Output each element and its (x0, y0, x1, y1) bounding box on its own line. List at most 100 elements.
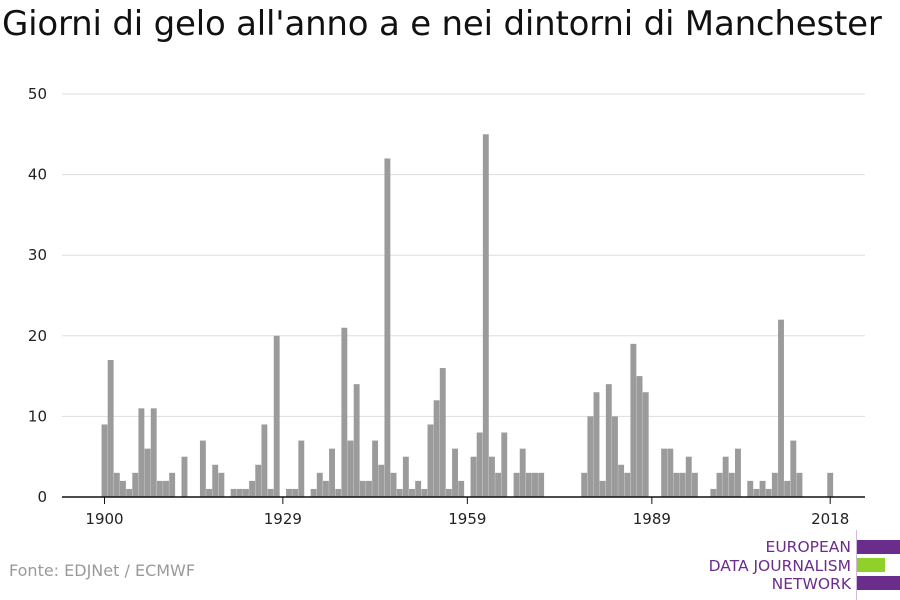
logo-bar-purple-bottom (857, 576, 900, 590)
bar-1988 (642, 392, 649, 497)
x-tick-label: 1989 (633, 510, 671, 528)
bar-1965 (501, 432, 508, 497)
logo-line-3: NETWORK (771, 575, 851, 593)
bar-1999 (710, 488, 717, 497)
bar-1970 (532, 472, 538, 497)
bar-1905 (132, 472, 139, 497)
bar-2006 (753, 488, 760, 497)
y-tick-label: 40 (28, 166, 47, 184)
bar-1934 (310, 488, 317, 497)
bar-1987 (636, 376, 643, 497)
bar-2007 (759, 480, 766, 497)
bar-1968 (519, 448, 526, 497)
bar-1946 (384, 158, 391, 498)
bar-1964 (495, 472, 502, 497)
bar-1922 (236, 488, 243, 497)
bar-2013 (796, 472, 803, 497)
bar-1981 (599, 480, 606, 497)
logo-text: EUROPEAN DATA JOURNALISM NETWORK (709, 538, 851, 594)
bar-2010 (778, 319, 784, 497)
bar-1962 (482, 134, 489, 498)
chart-title: Giorni di gelo all'anno a e nei dintorni… (2, 4, 882, 44)
logo-bar-green (857, 558, 885, 572)
edjnet-logo: EUROPEAN DATA JOURNALISM NETWORK (700, 530, 900, 600)
bar-1938 (335, 488, 342, 497)
bar-1996 (691, 472, 698, 497)
bar-1952 (421, 488, 428, 497)
bar-2011 (784, 480, 791, 497)
bar-1903 (120, 480, 126, 497)
bar-1995 (685, 456, 692, 497)
bar-1956 (445, 488, 452, 497)
bar-1994 (679, 472, 686, 497)
bar-2003 (735, 448, 741, 497)
bar-1918 (212, 464, 219, 497)
x-tick-label: 2018 (811, 510, 849, 528)
bar-1978 (581, 472, 588, 497)
bar-2001 (722, 456, 729, 497)
bar-1902 (113, 472, 120, 497)
bar-2018 (827, 472, 834, 497)
bar-2008 (765, 488, 772, 497)
bar-1969 (525, 472, 532, 497)
bar-1939 (341, 327, 348, 497)
y-tick-label: 30 (28, 246, 47, 264)
bar-1955 (439, 368, 446, 497)
logo-divider (856, 530, 857, 600)
bar-1986 (630, 343, 637, 497)
bar-1931 (292, 488, 299, 497)
logo-bar-purple-top (857, 540, 900, 554)
bar-1904 (126, 488, 133, 497)
bar-1935 (316, 472, 323, 497)
bar-1919 (218, 472, 225, 497)
bar-1945 (378, 464, 385, 497)
bar-1923 (243, 488, 249, 497)
bar-1927 (267, 488, 274, 497)
bar-2005 (747, 480, 754, 497)
bar-1948 (396, 488, 403, 497)
bar-1951 (415, 480, 422, 497)
bar-1930 (286, 488, 292, 497)
bar-1980 (593, 392, 600, 497)
bar-1941 (353, 384, 360, 497)
y-tick-label: 10 (28, 407, 47, 425)
bar-1911 (169, 472, 176, 497)
bar-1925 (255, 464, 262, 497)
bar-1991 (661, 448, 668, 497)
bar-2012 (790, 440, 797, 497)
y-tick-label: 50 (28, 85, 47, 103)
bar-1950 (409, 488, 415, 497)
source-note: Fonte: EDJNet / ECMWF (9, 561, 196, 580)
bar-1908 (150, 408, 157, 497)
bar-1916 (199, 440, 206, 497)
bar-1957 (452, 448, 458, 497)
bar-1984 (618, 464, 625, 497)
bar-1985 (624, 472, 631, 497)
x-tick-label: 1959 (448, 510, 486, 528)
bar-1921 (230, 488, 237, 497)
bar-1913 (181, 456, 188, 497)
bar-1979 (587, 416, 594, 497)
bar-1909 (156, 480, 163, 497)
bar-2000 (716, 472, 723, 497)
logo-line-1: EUROPEAN (765, 538, 851, 556)
bar-1906 (138, 408, 145, 497)
axes: 0 10 20 30 40 50 1900 1929 1959 1989 2018 (28, 85, 865, 528)
bar-1943 (366, 480, 372, 497)
bar-1960 (470, 456, 477, 497)
bar-1961 (476, 432, 483, 497)
bar-1982 (605, 384, 612, 497)
bar-1907 (144, 448, 151, 497)
bar-1928 (273, 335, 280, 497)
bar-1917 (206, 488, 212, 497)
bar-1900 (101, 424, 108, 497)
bar-1926 (261, 424, 268, 497)
x-tick-label: 1929 (264, 510, 302, 528)
bar-1910 (163, 480, 169, 497)
bar-1993 (673, 472, 680, 497)
x-tick-label: 1900 (85, 510, 123, 528)
gridlines (62, 93, 865, 417)
bar-1947 (390, 472, 397, 497)
bar-1953 (427, 424, 434, 497)
